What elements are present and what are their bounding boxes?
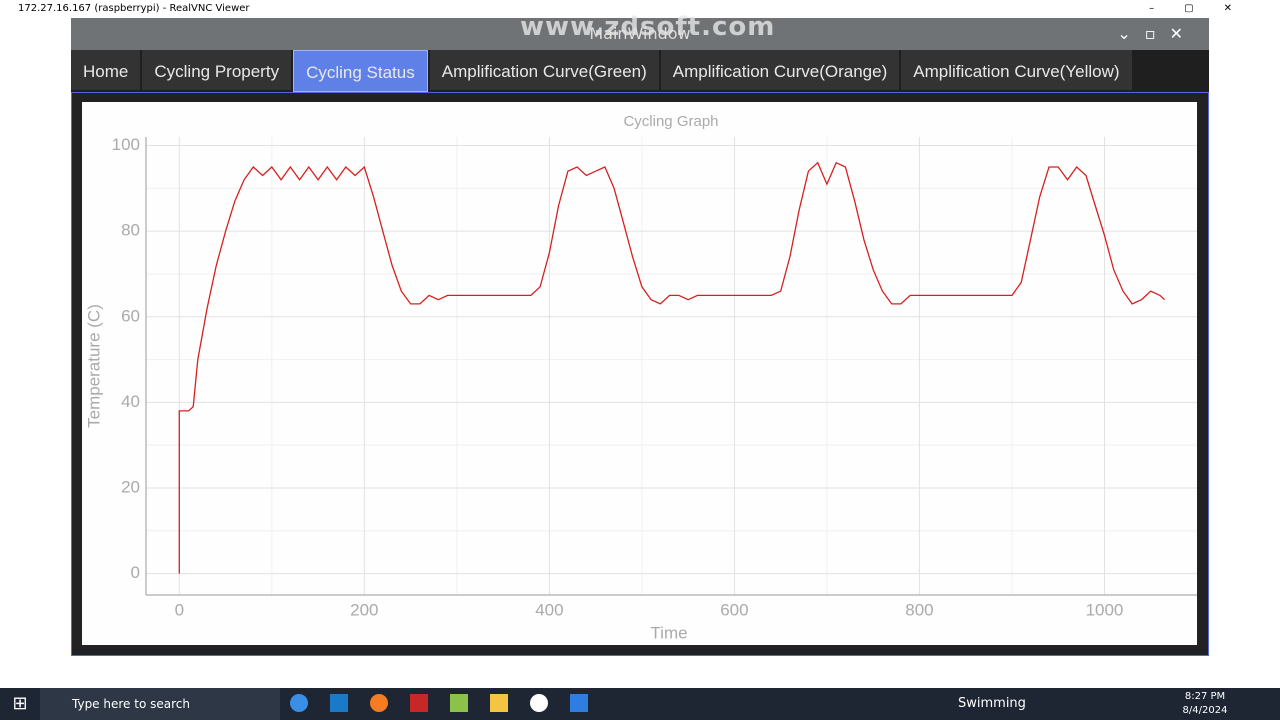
- y-axis-label: Temperature (C): [84, 304, 103, 428]
- clock[interactable]: 8:27 PM 8/4/2024: [1180, 690, 1230, 718]
- tab[interactable]: Amplification Curve(Orange): [660, 50, 900, 90]
- taskbar: ⊞ Type here to search Swimming 8:27 PM 8/…: [0, 688, 1280, 720]
- tab-bar: Home Cycling Property Cycling Status Amplif…: [71, 50, 1209, 92]
- x-tick-label: 200: [350, 600, 378, 619]
- app-icon[interactable]: [570, 694, 588, 712]
- x-tick-label: 400: [535, 600, 563, 619]
- window-title: 172.27.16.167 (raspberrypi) - RealVNC Vi…: [18, 3, 250, 14]
- chart-title: Cycling Graph: [623, 113, 718, 130]
- app-controls[interactable]: ⌄▫✕: [1117, 24, 1197, 43]
- tab[interactable]: Home: [71, 50, 141, 90]
- app-title: MainWindow: [589, 24, 691, 43]
- data-line: [178, 161, 1166, 574]
- app-title-bar: MainWindow ⌄▫✕: [71, 18, 1209, 50]
- y-tick-label: 40: [121, 392, 140, 411]
- x-tick-label: 600: [720, 600, 748, 619]
- x-tick-label: 1000: [1086, 600, 1124, 619]
- x-tick-label: 0: [175, 600, 184, 619]
- date: 8/4/2024: [1182, 705, 1228, 716]
- weather[interactable]: Swimming: [958, 696, 1026, 711]
- search-box[interactable]: Type here to search: [40, 688, 280, 720]
- app-icon[interactable]: [330, 694, 348, 712]
- y-tick-label: 100: [112, 135, 140, 154]
- app-icon[interactable]: [450, 694, 468, 712]
- y-tick-label: 80: [121, 221, 140, 240]
- y-tick-label: 60: [121, 306, 140, 325]
- x-axis-label: Time: [650, 623, 687, 642]
- chart-panel: [82, 102, 1197, 645]
- y-tick-label: 20: [121, 477, 140, 496]
- tab[interactable]: Cycling Status: [293, 50, 428, 92]
- search-text: Type here to search: [72, 697, 190, 711]
- y-tick-label: 0: [131, 563, 140, 582]
- x-tick-label: 800: [905, 600, 933, 619]
- app-icon[interactable]: [290, 694, 308, 712]
- window-controls[interactable]: –▢✕: [1149, 3, 1262, 14]
- tab[interactable]: Amplification Curve(Yellow): [901, 50, 1132, 90]
- chart: Cycling Graph Time Temperature (C) 0 20 40…: [82, 102, 1197, 645]
- start-button[interactable]: ⊞: [12, 693, 28, 714]
- vnc-title-bar: 172.27.16.167 (raspberrypi) - RealVNC Vi…: [0, 0, 1280, 18]
- app-icon[interactable]: [410, 694, 428, 712]
- app-icons: [290, 694, 650, 714]
- app-icon[interactable]: [370, 694, 388, 712]
- app-icon[interactable]: [490, 694, 508, 712]
- tab[interactable]: Cycling Property: [142, 50, 292, 90]
- app-icon[interactable]: [530, 694, 548, 712]
- tab[interactable]: Amplification Curve(Green): [429, 50, 659, 90]
- time: 8:27 PM: [1184, 691, 1226, 702]
- watermark: www.zdsoft.com: [520, 12, 776, 42]
